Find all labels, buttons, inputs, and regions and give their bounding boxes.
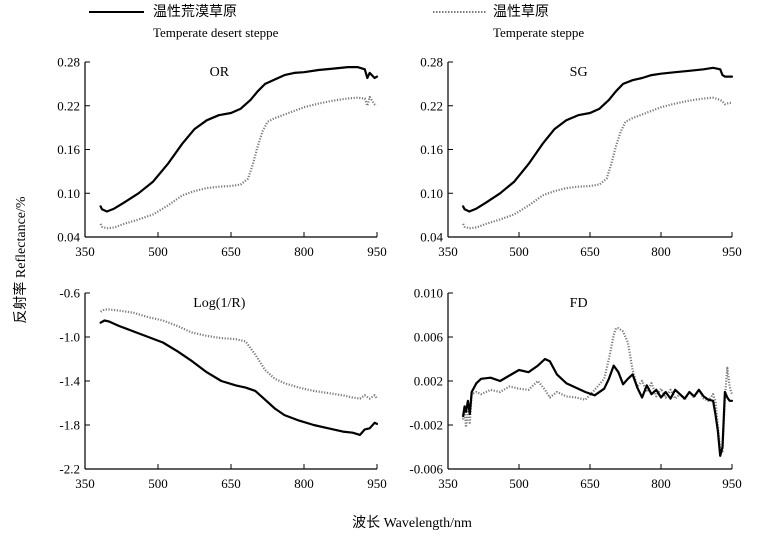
y-tick-label-or: 0.04 bbox=[57, 230, 80, 245]
x-tick-label-or: 800 bbox=[294, 244, 314, 259]
series-line-fd-solid bbox=[462, 357, 734, 457]
x-tick-label-or: 950 bbox=[367, 244, 387, 259]
x-tick-label-fd: 500 bbox=[509, 476, 529, 491]
y-tick-label-log-inverse-r: -2.2 bbox=[59, 462, 80, 477]
x-tick-label-sg: 650 bbox=[580, 244, 600, 259]
legend-label-cn-1: 温性草原 bbox=[493, 4, 549, 20]
y-tick-label-sg: 0.04 bbox=[420, 230, 443, 245]
panel-title-fd: FD bbox=[570, 296, 588, 311]
x-tick-label-fd: 950 bbox=[722, 476, 742, 491]
y-tick-label-fd: -0.002 bbox=[409, 418, 443, 433]
panel-fd: 350 500 650 800 950 -0.006 -0.002 0.002 0.006 0.0… bbox=[409, 286, 741, 492]
panel-log-inverse-r: 350 500 650 800 950 -2.2 -1.8 -1.4 -1.0 -0.6 Log(1… bbox=[59, 286, 386, 492]
x-tick-label-sg: 950 bbox=[722, 244, 742, 259]
series-line-log-inverse-r-dotted bbox=[100, 308, 378, 400]
x-tick-label-or: 350 bbox=[75, 244, 95, 259]
series-line-fd-dotted bbox=[462, 327, 734, 453]
x-tick-label-or: 650 bbox=[221, 244, 241, 259]
y-tick-label-or: 0.22 bbox=[57, 98, 80, 113]
panel-sg: 350 500 650 800 950 0.04 0.10 0.16 0.22 0.28 SG bbox=[420, 55, 742, 260]
y-axis-title: 反射率 Reflectance/% bbox=[12, 196, 29, 323]
x-tick-label-fd: 350 bbox=[438, 476, 458, 491]
x-tick-label-log-inverse-r: 500 bbox=[148, 476, 168, 491]
x-tick-label-sg: 800 bbox=[651, 244, 671, 259]
y-tick-label-fd: 0.006 bbox=[414, 330, 444, 345]
x-tick-label-fd: 800 bbox=[651, 476, 671, 491]
panel-title-sg: SG bbox=[570, 65, 588, 80]
legend-label-en-0: Temperate desert steppe bbox=[153, 25, 279, 40]
x-tick-label-log-inverse-r: 800 bbox=[294, 476, 314, 491]
legend-label-en-1: Temperate steppe bbox=[493, 25, 584, 40]
y-tick-label-or: 0.10 bbox=[57, 186, 80, 201]
x-tick-label-sg: 500 bbox=[509, 244, 529, 259]
legend: 温性荒漠草原 Temperate desert steppe 温性草原 Temp… bbox=[89, 4, 584, 40]
y-tick-label-fd: 0.010 bbox=[414, 286, 443, 301]
y-tick-label-sg: 0.10 bbox=[420, 186, 443, 201]
y-tick-label-or: 0.16 bbox=[57, 142, 80, 157]
y-tick-label-or: 0.28 bbox=[57, 55, 80, 70]
y-tick-label-log-inverse-r: -1.4 bbox=[59, 374, 80, 389]
x-tick-label-log-inverse-r: 950 bbox=[367, 476, 387, 491]
x-tick-label-or: 500 bbox=[148, 244, 168, 259]
x-axis-title: 波长 Wavelength/nm bbox=[352, 515, 472, 531]
y-tick-label-sg: 0.22 bbox=[420, 98, 443, 113]
y-tick-label-log-inverse-r: -1.8 bbox=[59, 418, 80, 433]
y-tick-label-sg: 0.16 bbox=[420, 142, 443, 157]
series-line-sg-solid bbox=[462, 66, 734, 213]
x-tick-label-fd: 650 bbox=[580, 476, 600, 491]
series-line-sg-dotted bbox=[462, 96, 732, 230]
series-line-or-dotted bbox=[99, 95, 377, 230]
series-line-log-inverse-r-solid bbox=[99, 319, 379, 436]
y-tick-label-log-inverse-r: -1.0 bbox=[59, 330, 80, 345]
panel-or: 350 500 650 800 950 0.04 0.10 0.16 0.22 0.28 OR bbox=[57, 55, 387, 260]
x-tick-label-log-inverse-r: 350 bbox=[75, 476, 95, 491]
x-tick-label-log-inverse-r: 650 bbox=[221, 476, 241, 491]
panel-title-or: OR bbox=[210, 65, 230, 80]
x-tick-label-sg: 350 bbox=[438, 244, 458, 259]
y-tick-label-sg: 0.28 bbox=[420, 55, 443, 70]
series-line-or-solid bbox=[99, 65, 379, 213]
y-tick-label-fd: 0.002 bbox=[414, 374, 443, 389]
y-tick-label-fd: -0.006 bbox=[409, 462, 443, 477]
y-tick-label-log-inverse-r: -0.6 bbox=[59, 286, 80, 301]
legend-label-cn-0: 温性荒漠草原 bbox=[153, 4, 237, 20]
panel-title-log-inverse-r: Log(1/R) bbox=[193, 296, 245, 311]
